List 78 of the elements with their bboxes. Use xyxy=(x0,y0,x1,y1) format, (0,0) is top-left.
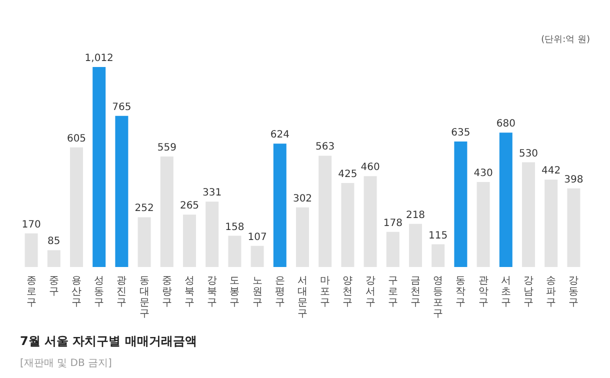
data-label: 460 xyxy=(360,162,380,174)
data-label: 107 xyxy=(248,232,267,243)
x-tick-label: 동작구 xyxy=(456,276,466,308)
bar xyxy=(47,250,60,267)
bar xyxy=(273,144,286,267)
x-tick-label: 강서구 xyxy=(365,276,376,308)
x-tick-label: 양천구 xyxy=(342,276,353,308)
bar xyxy=(115,116,128,267)
data-label: 442 xyxy=(542,166,561,177)
data-label: 178 xyxy=(383,218,402,229)
bar xyxy=(160,156,174,267)
data-label: 605 xyxy=(66,133,86,144)
x-tick-label: 서초구 xyxy=(500,276,511,308)
bar xyxy=(296,207,309,267)
bar xyxy=(364,176,377,267)
bar xyxy=(522,162,535,267)
bar xyxy=(476,182,490,267)
data-label: 158 xyxy=(225,222,244,233)
data-label: 218 xyxy=(406,210,426,221)
x-tick-label: 도봉구 xyxy=(230,276,240,308)
data-label: 85 xyxy=(48,236,60,248)
bar xyxy=(70,147,83,267)
data-label: 115 xyxy=(428,230,448,242)
x-tick-label: 영등포구 xyxy=(433,276,444,320)
x-tick-label: 용산구 xyxy=(72,276,82,308)
x-tick-label: 종로구 xyxy=(26,276,36,308)
data-label: 331 xyxy=(202,188,222,199)
bar xyxy=(499,132,512,267)
x-tick-label: 동대문구 xyxy=(139,276,150,320)
data-label: 170 xyxy=(22,219,41,230)
x-tick-label: 송파구 xyxy=(546,276,556,308)
bar xyxy=(341,183,354,267)
bar xyxy=(454,142,468,267)
bar xyxy=(228,236,242,267)
x-tick-label: 중구 xyxy=(48,276,59,298)
bar xyxy=(432,244,445,267)
data-label: 635 xyxy=(451,128,470,139)
bar xyxy=(206,202,219,267)
bar xyxy=(386,232,400,267)
data-label: 563 xyxy=(316,142,335,153)
data-label: 302 xyxy=(292,193,312,204)
bar xyxy=(138,217,151,267)
data-label: 765 xyxy=(112,102,132,113)
x-tick-label: 금천구 xyxy=(410,276,420,308)
x-tick-label: 광진구 xyxy=(116,276,127,308)
data-label: 265 xyxy=(180,200,200,212)
text: [재판매 및 DB 금지] xyxy=(20,358,112,369)
x-tick-label: 강동구 xyxy=(568,276,579,308)
data-label: 425 xyxy=(338,169,358,180)
x-tick-label: 구로구 xyxy=(388,276,398,308)
bar xyxy=(318,156,332,267)
data-label: 398 xyxy=(564,174,584,186)
text: (단위:억 원) xyxy=(541,35,590,45)
bar xyxy=(544,180,558,267)
x-tick-label: 성동구 xyxy=(94,276,104,308)
data-label: 680 xyxy=(496,118,516,130)
data-label: 624 xyxy=(270,130,290,141)
x-tick-label: 중랑구 xyxy=(162,276,172,308)
text: 7월 서울 자치구별 매매거래금액 xyxy=(20,334,197,348)
x-tick-label: 강북구 xyxy=(207,276,218,308)
x-tick-label: 노원구 xyxy=(252,276,262,308)
x-tick-label: 성북구 xyxy=(184,276,194,308)
data-label: 430 xyxy=(474,168,493,180)
bar xyxy=(24,233,38,267)
bar xyxy=(250,246,264,267)
data-label: 252 xyxy=(134,203,154,214)
bar xyxy=(92,67,106,267)
x-tick-label: 관악구 xyxy=(478,276,488,308)
x-tick-label: 서대문구 xyxy=(298,276,308,320)
data-label: 559 xyxy=(157,142,176,154)
data-label: 530 xyxy=(518,148,538,160)
x-tick-label: 마포구 xyxy=(320,276,330,308)
data-label: 1,012 xyxy=(84,53,114,64)
x-tick-label: 강남구 xyxy=(524,276,534,308)
bar xyxy=(567,188,580,267)
bar xyxy=(409,224,422,267)
bar xyxy=(183,214,196,267)
x-tick-label: 은평구 xyxy=(274,276,285,308)
